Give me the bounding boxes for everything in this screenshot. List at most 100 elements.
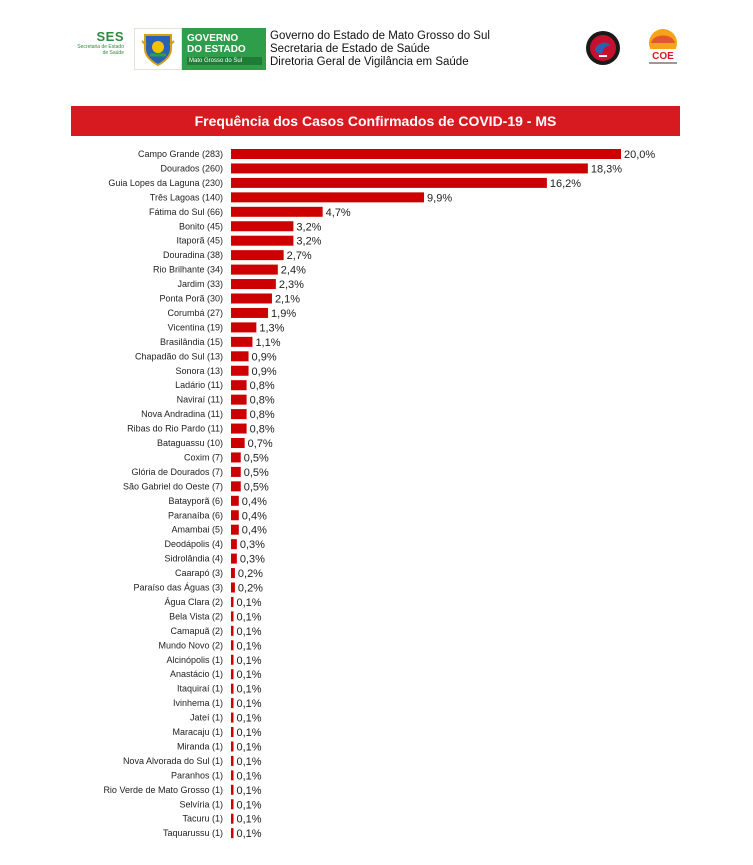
category-label: Paraíso das Águas (3) bbox=[133, 583, 223, 593]
value-label: 0,1% bbox=[237, 785, 262, 797]
bar bbox=[231, 394, 247, 405]
bar bbox=[231, 524, 239, 535]
bar bbox=[231, 654, 234, 665]
gov-line-1: GOVERNO bbox=[187, 33, 239, 44]
value-label: 0,7% bbox=[248, 438, 273, 450]
value-label: 0,2% bbox=[238, 568, 263, 580]
value-label: 0,1% bbox=[237, 741, 262, 753]
org-line-secretariat: Secretaria de Estado de Saúde bbox=[270, 43, 430, 55]
chart-rows: Campo Grande (283) 20,0% Dourados (260) 18,… bbox=[103, 149, 655, 840]
value-label: 0,3% bbox=[240, 539, 265, 551]
value-label: 0,3% bbox=[240, 554, 265, 566]
value-label: 2,4% bbox=[281, 265, 306, 277]
org-line-surveillance: Diretoria Geral de Vigilância em Saúde bbox=[270, 56, 469, 68]
category-label: Caarapó (3) bbox=[175, 568, 223, 578]
government-logo: GOVERNO DO ESTADO Mato Grosso do Sul bbox=[134, 28, 266, 70]
bar bbox=[231, 307, 269, 318]
bar bbox=[231, 582, 235, 593]
bar bbox=[231, 828, 234, 839]
value-label: 0,1% bbox=[237, 640, 262, 652]
category-label: Dourados (260) bbox=[160, 163, 223, 173]
category-label: Nova Andradina (11) bbox=[141, 409, 223, 419]
category-label: Bela Vista (2) bbox=[169, 611, 223, 621]
value-label: 0,8% bbox=[250, 409, 275, 421]
value-label: 3,2% bbox=[296, 236, 321, 248]
value-label: 0,1% bbox=[237, 727, 262, 739]
state-crest-icon bbox=[134, 28, 182, 70]
bar bbox=[231, 149, 621, 159]
category-label: Ladário (11) bbox=[175, 380, 223, 390]
ses-logo: SES Secretaria de Estado de Saúde bbox=[74, 30, 124, 66]
value-label: 0,2% bbox=[238, 583, 263, 595]
bar bbox=[231, 611, 234, 622]
value-label: 0,1% bbox=[237, 669, 262, 681]
value-label: 0,8% bbox=[250, 424, 275, 436]
value-label: 0,8% bbox=[250, 380, 275, 392]
category-label: Tacuru (1) bbox=[182, 814, 223, 824]
category-label: Paranaíba (6) bbox=[168, 510, 223, 520]
category-label: Ribas do Rio Pardo (11) bbox=[127, 424, 223, 434]
category-label: Camapuã (2) bbox=[170, 626, 223, 636]
value-label: 0,5% bbox=[244, 452, 269, 464]
value-label: 0,5% bbox=[244, 467, 269, 479]
category-label: Três Lagoas (140) bbox=[150, 192, 223, 202]
bar bbox=[231, 799, 234, 810]
value-label: 2,1% bbox=[275, 294, 300, 306]
category-label: Glória de Dourados (7) bbox=[131, 467, 223, 477]
value-label: 2,3% bbox=[279, 279, 304, 291]
category-label: Vicentina (19) bbox=[168, 322, 223, 332]
bar bbox=[231, 698, 234, 709]
category-label: Sonora (13) bbox=[175, 366, 223, 376]
bar bbox=[231, 466, 241, 477]
ses-logo-subtitle: Secretaria de Estado de Saúde bbox=[77, 44, 124, 56]
bar bbox=[231, 351, 249, 362]
value-label: 9,9% bbox=[427, 192, 452, 204]
bar bbox=[231, 235, 294, 246]
value-label: 0,9% bbox=[252, 366, 277, 378]
value-label: 0,1% bbox=[237, 770, 262, 782]
bar bbox=[231, 568, 235, 579]
bar bbox=[231, 596, 234, 607]
bar bbox=[231, 365, 249, 376]
category-label: Bonito (45) bbox=[179, 221, 223, 231]
category-label: Jateí (1) bbox=[190, 713, 223, 723]
bar bbox=[231, 380, 247, 391]
chart-title: Frequência dos Casos Confirmados de COVI… bbox=[194, 113, 557, 129]
bar bbox=[231, 192, 425, 203]
value-label: 0,1% bbox=[237, 828, 262, 840]
bar bbox=[231, 553, 237, 564]
bar bbox=[231, 177, 547, 188]
category-label: Chapadão do Sul (13) bbox=[135, 351, 223, 361]
value-label: 0,1% bbox=[237, 756, 262, 768]
bar bbox=[231, 438, 245, 448]
value-label: 0,1% bbox=[237, 814, 262, 826]
value-label: 0,1% bbox=[237, 597, 262, 609]
bar bbox=[231, 669, 234, 680]
surveillance-badge-icon bbox=[585, 30, 621, 66]
horizontal-bar-chart: Campo Grande (283) 20,0% Dourados (260) 18,… bbox=[103, 149, 655, 840]
value-label: 0,1% bbox=[237, 713, 262, 725]
bar bbox=[231, 625, 234, 636]
bar bbox=[231, 409, 247, 420]
value-label: 0,1% bbox=[237, 684, 262, 696]
bar bbox=[231, 293, 272, 304]
bar bbox=[231, 683, 234, 694]
value-label: 0,1% bbox=[237, 799, 262, 811]
value-label: 16,2% bbox=[550, 178, 581, 190]
category-label: Corumbá (27) bbox=[167, 308, 223, 318]
category-label: Rio Verde de Mato Grosso (1) bbox=[103, 785, 223, 795]
bar bbox=[231, 250, 284, 261]
category-label: Rio Brilhante (34) bbox=[153, 265, 223, 275]
bar bbox=[231, 264, 278, 275]
gov-line-3: Mato Grosso do Sul bbox=[187, 57, 262, 65]
bar bbox=[231, 322, 257, 333]
category-label: Taquarussu (1) bbox=[163, 828, 223, 838]
bar bbox=[231, 163, 588, 174]
category-label: Batayporã (6) bbox=[168, 496, 223, 506]
value-label: 2,7% bbox=[287, 250, 312, 262]
bar bbox=[231, 770, 234, 781]
category-label: Miranda (1) bbox=[177, 741, 223, 751]
gov-line-2: DO ESTADO bbox=[187, 44, 246, 55]
category-label: Maracaju (1) bbox=[172, 727, 223, 737]
bar bbox=[231, 481, 241, 492]
